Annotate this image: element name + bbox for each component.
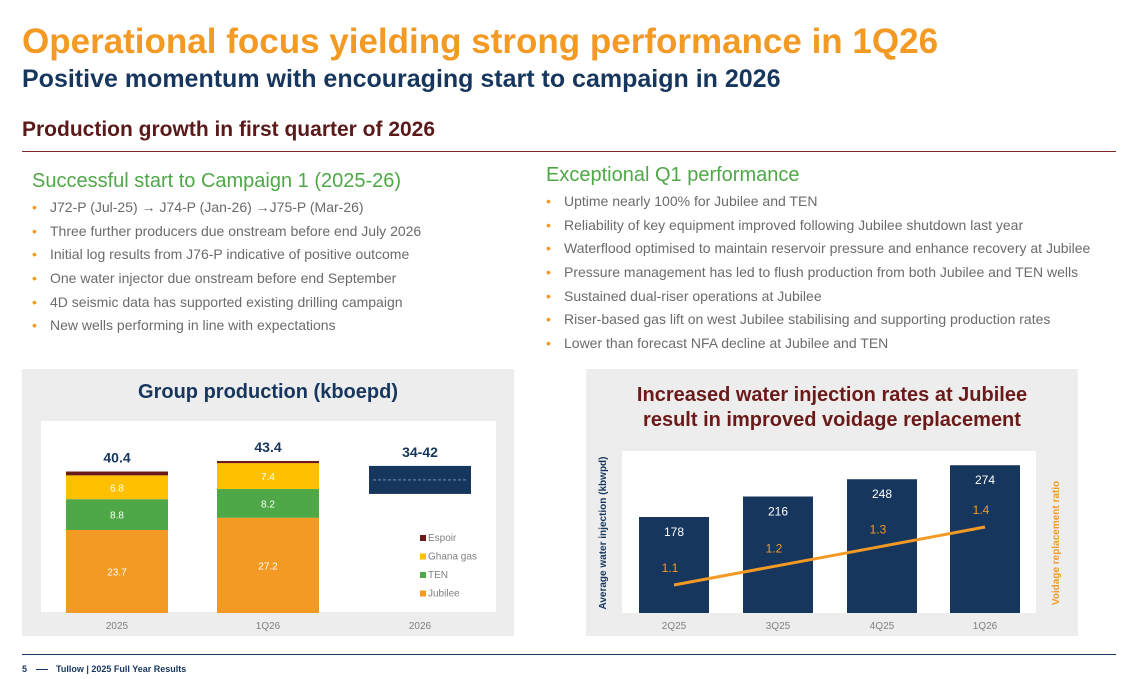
right-column-heading: Exceptional Q1 performance xyxy=(546,164,800,186)
section-title: Production growth in first quarter of 20… xyxy=(22,118,436,141)
line-value-label: 1.1 xyxy=(662,561,679,575)
bar-segment-espoir xyxy=(217,461,319,464)
legend-swatch xyxy=(420,553,426,560)
bar-value-label: 248 xyxy=(872,487,892,501)
list-item: Reliability of key equipment improved fo… xyxy=(546,214,1090,238)
x-tick-label: 2Q25 xyxy=(662,621,687,632)
list-item: New wells performing in line with expect… xyxy=(32,314,421,338)
bar-segment-ghana-gas xyxy=(66,475,168,500)
injection-bar xyxy=(950,465,1020,613)
group-production-chart-title: Group production (kboepd) xyxy=(138,381,398,403)
legend-label: Espoir xyxy=(428,533,457,544)
page-subtitle: Positive momentum with encouraging start… xyxy=(22,65,781,93)
list-item: Initial log results from J76-P indicativ… xyxy=(32,243,421,267)
left-bullet-list: J72-P (Jul-25) → J74-P (Jan-26) →J75-P (… xyxy=(32,196,421,338)
footer-text: Tullow | 2025 Full Year Results xyxy=(56,664,187,674)
list-item: Uptime nearly 100% for Jubilee and TEN xyxy=(546,190,1090,214)
list-item: Sustained dual-riser operations at Jubil… xyxy=(546,285,1090,309)
x-tick-label: 1Q26 xyxy=(973,621,998,632)
line-value-label: 1.2 xyxy=(766,542,783,556)
data-label: 6.8 xyxy=(110,483,124,494)
injection-bar xyxy=(639,517,709,613)
list-item: Pressure management has led to flush pro… xyxy=(546,261,1090,285)
x-tick-label: 2025 xyxy=(106,621,129,632)
left-column-heading: Successful start to Campaign 1 (2025-26) xyxy=(32,170,402,192)
injection-bar xyxy=(743,496,813,613)
bar-segment-ghana-gas xyxy=(217,463,319,490)
legend-swatch xyxy=(420,535,426,541)
section-divider xyxy=(22,151,1116,152)
bar-segment-espoir xyxy=(66,471,168,476)
footer-dash xyxy=(35,669,48,671)
footer: 5 Tullow | 2025 Full Year Results xyxy=(22,664,186,674)
line-value-label: 1.4 xyxy=(973,503,990,517)
bar-segment-ten xyxy=(217,489,319,518)
list-item: Three further producers due onstream bef… xyxy=(32,220,421,244)
bar-value-label: 274 xyxy=(975,473,995,487)
data-label: 7.4 xyxy=(261,472,275,483)
total-label: 34-42 xyxy=(402,444,438,460)
list-item: Waterflood optimised to maintain reservo… xyxy=(546,237,1090,261)
vrr-line xyxy=(673,525,986,587)
list-item: Riser-based gas lift on west Jubilee sta… xyxy=(546,308,1090,332)
legend-swatch xyxy=(420,572,426,578)
y-axis-label-left: Average water injection (kbwpd) xyxy=(598,457,609,610)
list-item: 4D seismic data has supported existing d… xyxy=(32,291,421,315)
chart-title-line: result in improved voidage replacement xyxy=(643,409,1021,431)
total-label: 43.4 xyxy=(254,439,281,455)
right-bullet-list: Uptime nearly 100% for Jubilee and TEN R… xyxy=(546,190,1090,356)
bar-segment-jubilee xyxy=(217,517,319,613)
bar-value-label: 178 xyxy=(664,525,684,539)
page-title: Operational focus yielding strong perfor… xyxy=(22,22,939,61)
y-axis-label-right: Voidage replacement ratio xyxy=(1051,481,1062,605)
total-label: 40.4 xyxy=(103,450,130,466)
x-tick-label: 2026 xyxy=(409,621,432,632)
x-tick-label: 4Q25 xyxy=(870,621,895,632)
legend-swatch xyxy=(420,590,426,597)
data-label: 8.8 xyxy=(110,511,124,522)
x-tick-label: 3Q25 xyxy=(766,621,791,632)
legend-label: TEN xyxy=(428,570,448,581)
chart-title-line: Increased water injection rates at Jubil… xyxy=(636,384,1028,406)
legend-label: Jubilee xyxy=(428,589,460,600)
list-item: Lower than forecast NFA decline at Jubil… xyxy=(546,332,1090,356)
list-item: One water injector due onstream before e… xyxy=(32,267,421,291)
line-value-label: 1.3 xyxy=(870,522,887,536)
data-label: 27.2 xyxy=(258,561,278,572)
x-tick-label: 1Q26 xyxy=(256,621,281,632)
page-number: 5 xyxy=(22,664,28,674)
bar-segment-jubilee xyxy=(66,530,168,613)
footer-divider xyxy=(22,654,1116,655)
list-item: J72-P (Jul-25) → J74-P (Jan-26) →J75-P (… xyxy=(32,196,421,220)
bar-value-label: 216 xyxy=(768,505,788,519)
legend-label: Ghana gas xyxy=(428,552,477,563)
data-label: 23.7 xyxy=(107,568,127,579)
data-label: 8.2 xyxy=(261,499,275,510)
water-injection-chart-title: Increased water injection rates at Jubil… xyxy=(586,383,1078,433)
bar-segment-ten xyxy=(66,499,168,530)
